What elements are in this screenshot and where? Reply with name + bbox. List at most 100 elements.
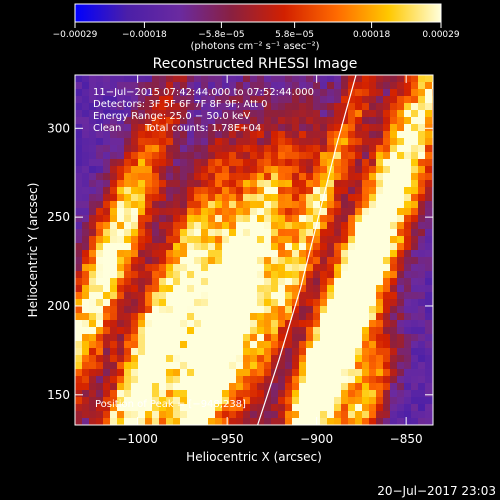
heatmap-cell [152,411,160,419]
heatmap-cell [411,355,419,363]
heatmap-cell [110,250,118,258]
heatmap-cell [362,285,370,293]
heatmap-cell [117,369,125,377]
heatmap-cell [103,96,111,104]
heatmap-cell [145,383,153,391]
heatmap-cell [355,124,363,132]
heatmap-cell [166,397,174,405]
heatmap-cell [110,320,118,328]
heatmap-cell [208,138,216,146]
heatmap-cell [397,341,405,349]
heatmap-cell [313,82,321,90]
heatmap-cell [180,376,188,384]
heatmap-cell [159,82,167,90]
heatmap-cell [152,362,160,370]
heatmap-cell [383,341,391,349]
heatmap-cell [222,292,230,300]
heatmap-cell [131,208,139,216]
heatmap-cell [243,110,251,118]
heatmap-cell [173,187,181,195]
heatmap-cell [194,250,202,258]
heatmap-cell [159,131,167,139]
heatmap-cell [194,229,202,237]
heatmap-cell [327,243,335,251]
heatmap-cell [334,159,342,167]
heatmap-cell [250,418,258,425]
heatmap-cell [320,334,328,342]
heatmap-cell [96,383,104,391]
heatmap-cell [334,397,342,405]
heatmap-cell [327,131,335,139]
heatmap-cell [152,271,160,279]
heatmap-cell [383,390,391,398]
heatmap-cell [313,348,321,356]
heatmap-cell [292,110,300,118]
heatmap-cell [145,236,153,244]
heatmap-cell [75,145,83,153]
heatmap-cell [334,341,342,349]
heatmap-cell [418,117,426,125]
heatmap-cell [425,383,433,391]
heatmap-cell [257,103,265,111]
heatmap-cell [103,215,111,223]
heatmap-cell [306,173,314,181]
heatmap-cell [348,348,356,356]
heatmap-cell [383,117,391,125]
heatmap-cell [117,117,125,125]
heatmap-cell [215,292,223,300]
heatmap-cell [117,145,125,153]
heatmap-cell [103,229,111,237]
heatmap-cell [173,397,181,405]
heatmap-cell [418,180,426,188]
heatmap-cell [334,180,342,188]
heatmap-cell [236,369,244,377]
heatmap-cell [369,348,377,356]
heatmap-cell [264,418,272,425]
heatmap-cell [82,341,90,349]
heatmap-cell [201,299,209,307]
heatmap-cell [355,320,363,328]
heatmap-cell [390,404,398,412]
heatmap-cell [299,341,307,349]
heatmap-cell [75,341,83,349]
heatmap-cell [278,292,286,300]
heatmap-cell [222,348,230,356]
heatmap-cell [383,173,391,181]
heatmap-cell [222,173,230,181]
heatmap-cell [334,236,342,244]
heatmap-cell [131,145,139,153]
heatmap-cell [285,278,293,286]
heatmap-cell [201,257,209,265]
heatmap-cell [411,131,419,139]
heatmap-cell [110,299,118,307]
heatmap-cell [166,271,174,279]
heatmap-cell [418,306,426,314]
heatmap-cell [166,208,174,216]
heatmap-cell [194,355,202,363]
heatmap-cell [411,236,419,244]
heatmap-cell [376,229,384,237]
heatmap-cell [250,201,258,209]
heatmap-cell [103,103,111,111]
heatmap-cell [131,166,139,174]
heatmap-cell [278,243,286,251]
heatmap-cell [369,418,377,425]
heatmap-cell [334,152,342,160]
heatmap-cell [208,117,216,125]
heatmap-cell [236,257,244,265]
heatmap-cell [173,292,181,300]
heatmap-cell [110,362,118,370]
heatmap-cell [96,180,104,188]
heatmap-cell [187,222,195,230]
heatmap-cell [418,362,426,370]
heatmap-cell [138,306,146,314]
heatmap-cell [306,110,314,118]
heatmap-cell [278,306,286,314]
heatmap-cell [180,124,188,132]
heatmap-cell [243,418,251,425]
heatmap-cell [75,369,83,377]
heatmap-cell [376,75,384,83]
heatmap-cell [110,271,118,279]
heatmap-cell [383,299,391,307]
